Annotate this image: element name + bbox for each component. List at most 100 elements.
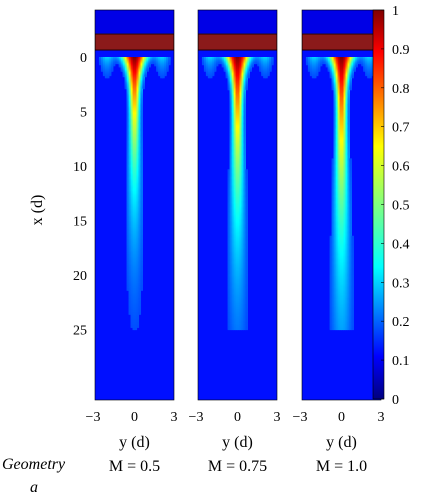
field-cell (241, 326, 245, 328)
field-cell (130, 136, 134, 139)
field-cell (140, 145, 143, 147)
field-cell (241, 255, 245, 258)
field-cell (136, 100, 140, 103)
field-cell (126, 205, 130, 207)
field-cell (136, 247, 140, 250)
field-cell (237, 210, 241, 213)
field-cell (160, 75, 163, 78)
field-cell (130, 144, 134, 146)
field-cell (235, 320, 239, 323)
field-cell (138, 96, 142, 98)
field-cell (237, 143, 241, 145)
field-cell (134, 324, 138, 326)
field-cell (245, 193, 248, 195)
field-cell (229, 136, 233, 139)
field-cell (130, 297, 134, 300)
field-cell (136, 305, 140, 308)
field-cell (235, 170, 239, 173)
field-cell (128, 252, 132, 254)
field-cell (231, 98, 235, 101)
field-cell (140, 257, 143, 260)
field-cell (243, 82, 246, 84)
field-cell (231, 235, 235, 238)
field-cell (134, 264, 138, 266)
field-cell (229, 227, 233, 229)
field-cell (233, 62, 237, 65)
field-cell (239, 61, 243, 64)
field-cell (237, 281, 241, 284)
field-cell (134, 301, 138, 303)
field-cell (136, 150, 140, 153)
field-cell (164, 57, 167, 59)
field-cell (245, 278, 248, 280)
field-cell (130, 197, 134, 200)
field-cell (134, 206, 138, 209)
field-cell (237, 155, 241, 157)
field-cell (237, 227, 241, 229)
field-cell (140, 252, 143, 254)
field-cell (98, 58, 102, 60)
field-cell (229, 125, 233, 128)
field-cell (235, 123, 239, 126)
field-cell (132, 229, 136, 231)
field-cell (128, 220, 132, 223)
field-cell (243, 92, 246, 95)
field-cell (136, 275, 140, 277)
field-cell (128, 308, 132, 311)
field-cell (237, 231, 241, 234)
field-cell (136, 288, 140, 290)
field-cell (158, 59, 161, 61)
field-cell (134, 200, 138, 203)
field-cell (136, 57, 140, 59)
field-cell (124, 86, 128, 89)
field-cell (140, 151, 143, 154)
field-cell (235, 112, 239, 115)
field-cell (126, 101, 130, 104)
field-cell (144, 73, 147, 76)
field-cell (213, 58, 217, 60)
field-cell (138, 144, 142, 146)
field-cell (130, 301, 134, 303)
field-cell (217, 59, 221, 61)
field-cell (128, 115, 132, 118)
field-cell (239, 134, 243, 137)
field-cell (229, 64, 233, 67)
field-cell (231, 174, 235, 177)
field-cell (134, 325, 138, 327)
field-cell (209, 61, 213, 64)
field-cell (140, 68, 143, 71)
field-cell (138, 254, 142, 256)
field-cell (130, 64, 134, 67)
field-cell (166, 63, 169, 66)
field-cell (128, 113, 132, 116)
field-cell (148, 58, 151, 60)
field-cell (229, 135, 233, 138)
field-cell (140, 91, 143, 94)
field-cell (237, 102, 241, 105)
field-cell (138, 66, 142, 69)
field-cell (138, 292, 142, 295)
field-cell (136, 265, 140, 267)
field-cell (231, 208, 235, 211)
field-cell (233, 275, 237, 277)
field-cell (134, 224, 138, 227)
panel-frame (197, 9, 278, 401)
field-cell (233, 324, 237, 326)
field-cell (229, 126, 233, 129)
field-cell (229, 137, 233, 140)
field-cell (233, 189, 237, 192)
field-cell (237, 86, 241, 89)
field-cell (241, 174, 245, 177)
field-cell (126, 232, 130, 235)
field-cell (213, 70, 217, 72)
field-cell (140, 154, 143, 156)
field-cell (126, 78, 130, 81)
field-cell (239, 313, 243, 315)
field-cell (231, 151, 235, 154)
field-cell (245, 80, 248, 83)
field-cell (241, 62, 245, 65)
field-cell (134, 83, 138, 85)
field-cell (233, 255, 237, 258)
field-cell (227, 68, 231, 71)
field-cell (235, 211, 239, 214)
